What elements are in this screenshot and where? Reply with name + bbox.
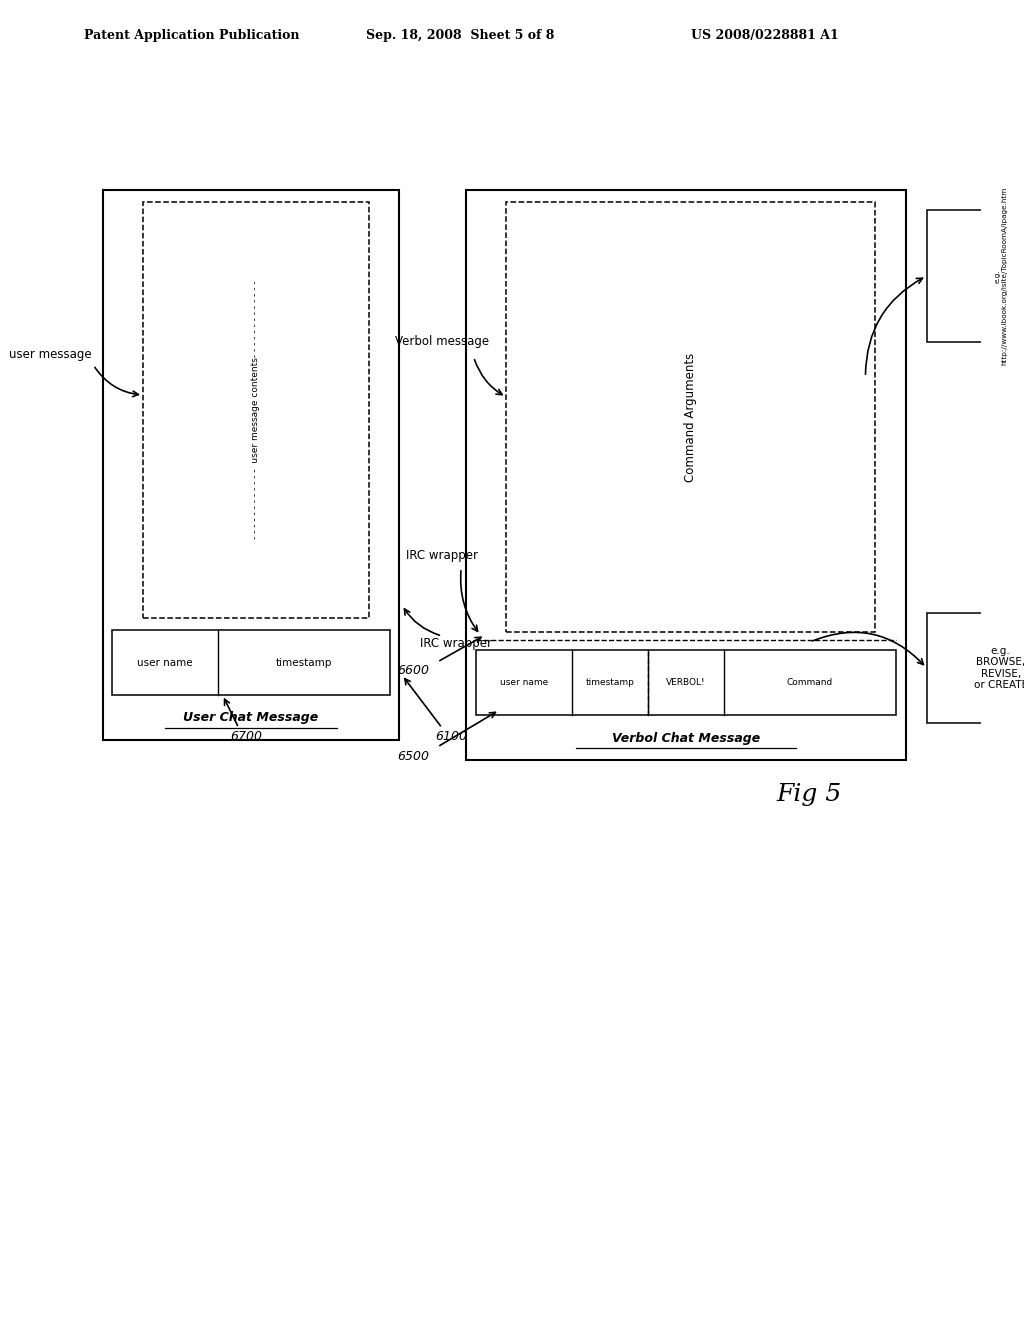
- Bar: [102, 190, 399, 741]
- Text: user message: user message: [9, 348, 92, 362]
- Bar: [927, 210, 1024, 342]
- Bar: [143, 202, 369, 618]
- Text: user name: user name: [137, 657, 193, 668]
- Text: IRC wrapper: IRC wrapper: [421, 638, 493, 651]
- Text: VERBOL!: VERBOL!: [666, 678, 706, 686]
- Bar: [113, 630, 389, 696]
- Text: 6500: 6500: [397, 751, 429, 763]
- Text: Verbol message: Verbol message: [395, 335, 489, 348]
- Text: timestamp: timestamp: [586, 678, 635, 686]
- Text: US 2008/0228881 A1: US 2008/0228881 A1: [690, 29, 839, 41]
- Text: - - - - - - - - - - - -  user message contents- - - - - - - - - - - - -: - - - - - - - - - - - - user message con…: [251, 281, 260, 540]
- Text: e.g.
http://www.ibook.org/isite/TopicRoomA/ipage.htm: e.g. http://www.ibook.org/isite/TopicRoo…: [994, 187, 1008, 366]
- Text: Verbol Chat Message: Verbol Chat Message: [611, 731, 760, 744]
- Text: IRC wrapper: IRC wrapper: [407, 549, 478, 561]
- Text: Patent Application Publication: Patent Application Publication: [84, 29, 299, 41]
- Bar: [466, 190, 905, 760]
- Bar: [506, 202, 874, 632]
- Text: e.g.
BROWSE,
REVISE,
or CREATE: e.g. BROWSE, REVISE, or CREATE: [974, 645, 1024, 690]
- Text: User Chat Message: User Chat Message: [183, 711, 318, 725]
- Text: Command: Command: [786, 678, 833, 686]
- Bar: [475, 649, 896, 715]
- Text: 6700: 6700: [230, 730, 262, 743]
- Text: 6600: 6600: [397, 664, 429, 676]
- Text: timestamp: timestamp: [275, 657, 332, 668]
- Text: user name: user name: [500, 678, 548, 686]
- Text: Sep. 18, 2008  Sheet 5 of 8: Sep. 18, 2008 Sheet 5 of 8: [366, 29, 554, 41]
- Bar: [927, 612, 1024, 723]
- Text: Fig 5: Fig 5: [776, 784, 842, 807]
- Text: Command Arguments: Command Arguments: [684, 352, 697, 482]
- Text: 6100: 6100: [435, 730, 468, 743]
